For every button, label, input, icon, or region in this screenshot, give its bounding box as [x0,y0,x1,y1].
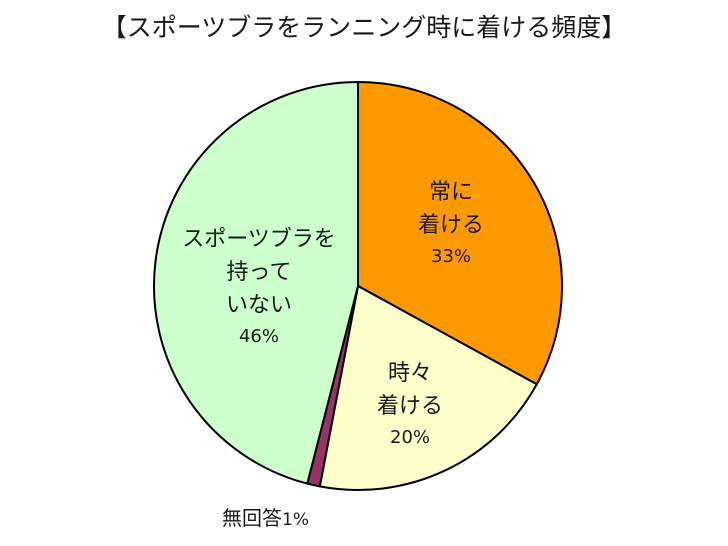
chart-title: 【スポーツブラをランニング時に着ける頻度】 [101,13,627,42]
slice-label-line: 時々 [387,361,433,386]
slice-label-always: 常に 着ける 33% [418,176,484,272]
pie-slices [153,81,563,491]
slice-percent: 46% [238,326,279,347]
slice-label-line: いない [225,293,292,318]
slice-percent: 33% [430,246,472,267]
slice-label-text: 無回答 [222,506,282,530]
slice-percent: 20% [389,427,431,448]
slice-label-no-answer: 無回答1% [222,505,309,533]
slice-label-line: 着ける [376,394,444,419]
slice-label-line: 常に [428,180,474,205]
slice-label-sometimes: 時々 着ける 20% [377,357,443,453]
slice-label-not-own: スポーツブラを 持って いない 46% [182,223,336,352]
slice-label-line: スポーツブラを [182,227,336,252]
slice-percent: 1% [282,510,309,530]
pie-slice [318,285,538,491]
slice-label-line: 着ける [417,213,485,238]
pie-slice [357,81,563,386]
pie-slice [153,81,359,485]
slice-label-line: 持って [226,260,292,285]
